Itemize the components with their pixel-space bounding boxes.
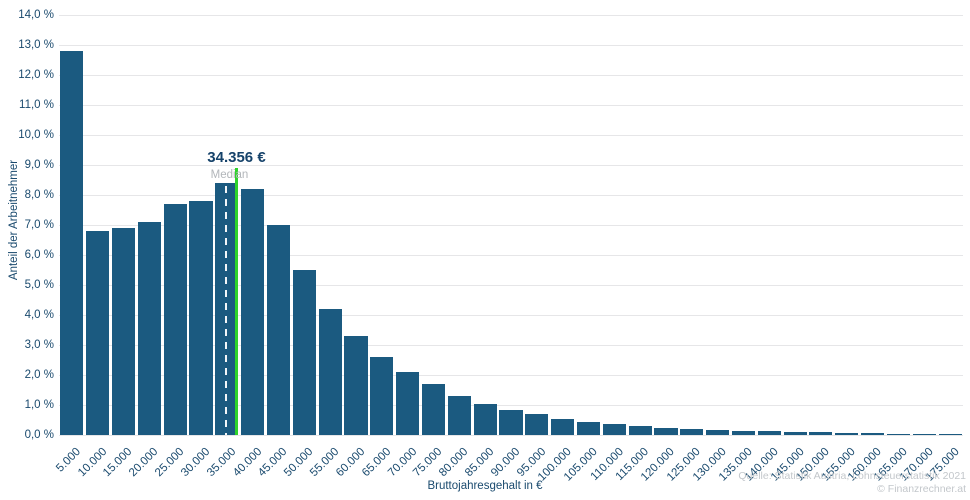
bar — [241, 189, 265, 435]
gridline — [59, 225, 963, 226]
gridline — [59, 315, 963, 316]
median-marker-line — [235, 168, 238, 435]
y-axis-tick-label: 13,0 % — [18, 39, 54, 51]
gridline — [59, 135, 963, 136]
gridline — [59, 45, 963, 46]
y-axis-tick-label: 12,0 % — [18, 69, 54, 81]
bar — [292, 270, 316, 435]
bar — [473, 403, 497, 435]
y-axis-tick-label: 9,0 % — [24, 159, 54, 171]
x-axis-tick-label: 25.000 — [153, 445, 187, 480]
gridline — [59, 105, 963, 106]
gridline — [59, 285, 963, 286]
y-axis-tick-label: 5,0 % — [24, 279, 54, 291]
bar — [551, 418, 575, 435]
bar — [680, 429, 704, 435]
bar — [163, 204, 187, 435]
bar — [86, 231, 110, 435]
bar — [344, 336, 368, 435]
bar — [137, 222, 161, 435]
gridline — [59, 405, 963, 406]
y-axis-tick-label: 2,0 % — [24, 369, 54, 381]
bar — [421, 384, 446, 435]
y-axis-tick-label: 14,0 % — [18, 9, 54, 21]
median-caption: Median — [210, 169, 249, 181]
bar — [654, 427, 678, 435]
bar — [886, 433, 910, 435]
bar — [731, 430, 755, 435]
y-axis-tick-label: 6,0 % — [24, 249, 54, 261]
copyright-credit: © Finanzrechner.at — [877, 483, 966, 495]
gridline — [59, 345, 963, 346]
gridline — [59, 255, 963, 256]
y-axis-tick-label: 8,0 % — [24, 189, 54, 201]
y-axis-tick-label: 3,0 % — [24, 339, 54, 351]
gridline — [59, 375, 963, 376]
bar — [861, 433, 885, 435]
bar — [809, 432, 833, 435]
bar — [783, 432, 807, 435]
x-axis-tick-label: 55.000 — [308, 445, 342, 480]
median-dashed-line — [224, 186, 227, 435]
gridline — [59, 75, 963, 76]
bar — [706, 429, 730, 435]
bar — [757, 431, 781, 435]
bar — [912, 433, 936, 435]
x-axis-title: Bruttojahresgehalt in € — [427, 480, 543, 492]
bar — [60, 51, 84, 435]
gridline — [59, 195, 963, 196]
bar — [370, 357, 394, 435]
y-axis-tick-label: 0,0 % — [24, 429, 54, 441]
bar — [112, 228, 136, 435]
x-axis-tick-label: 30.000 — [178, 445, 213, 480]
bar — [396, 372, 420, 435]
y-axis-tick-label: 10,0 % — [18, 129, 54, 141]
bar — [189, 201, 213, 435]
bar — [938, 434, 962, 435]
y-axis-tick-label: 1,0 % — [24, 399, 54, 411]
y-axis-tick-label: 4,0 % — [24, 309, 54, 321]
bar — [602, 424, 626, 435]
bar — [318, 309, 342, 435]
gridline — [59, 165, 963, 166]
source-credit: Quelle: Statistik Austria, Lohnsteuersta… — [738, 470, 966, 482]
bar — [628, 426, 652, 435]
x-axis-tick-label: 85.000 — [463, 445, 497, 480]
bar — [447, 396, 471, 435]
y-axis-tick-label: 7,0 % — [24, 219, 54, 231]
bar — [215, 183, 239, 435]
gridline — [59, 435, 963, 436]
median-value-label: 34.356 € — [207, 149, 266, 166]
bar — [576, 421, 601, 435]
bar — [266, 225, 291, 435]
bar — [525, 414, 549, 435]
bar — [835, 432, 859, 435]
gridline — [59, 15, 963, 16]
y-axis-tick-label: 11,0 % — [19, 99, 54, 111]
x-axis-tick-label: 80.000 — [437, 445, 471, 480]
bar — [499, 409, 523, 435]
